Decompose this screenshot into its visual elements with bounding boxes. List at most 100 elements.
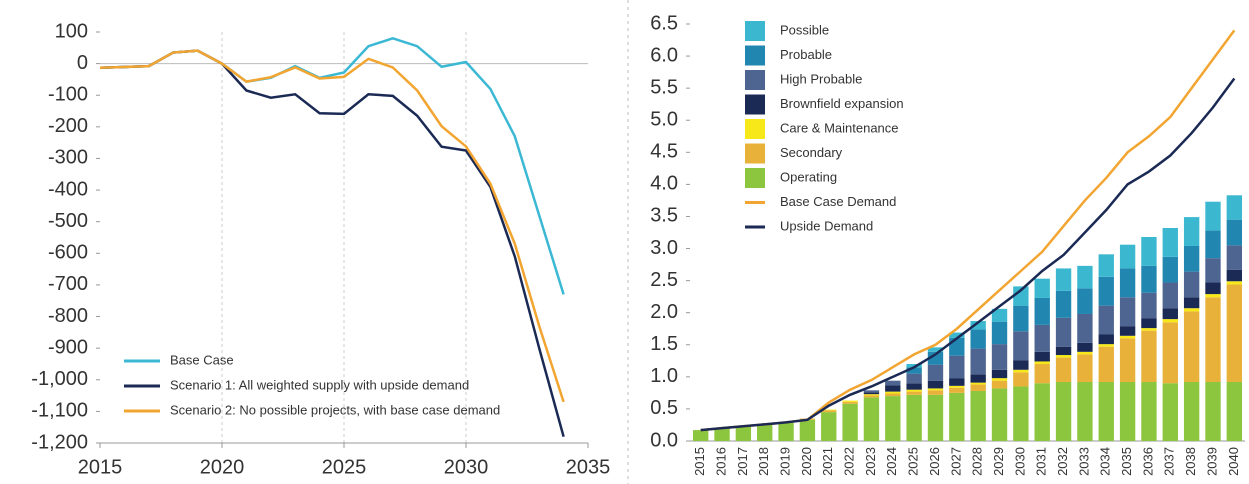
bar-segment [842, 400, 858, 402]
y-tick-label: 5.0 [650, 109, 678, 131]
bar-segment [991, 308, 1008, 322]
bar-segment [927, 394, 944, 441]
bar-segment [1034, 383, 1050, 441]
y-tick-label: 4.0 [650, 173, 678, 195]
bar-segment [1119, 326, 1136, 336]
bar-segment [1077, 354, 1093, 382]
x-tick-label: 2015 [78, 456, 123, 478]
x-tick-label: 2025 [906, 447, 921, 476]
bar-segment [821, 412, 837, 441]
bar-segment [1141, 265, 1157, 293]
bar-segment [970, 348, 986, 375]
y-tick-label: -100 [48, 84, 88, 106]
bar-segment [1098, 344, 1114, 347]
bar-segment [949, 378, 965, 386]
bar-segment [991, 369, 1008, 379]
bar-segment [1034, 278, 1050, 298]
bar-segment [1162, 383, 1178, 441]
x-tick-label: 2035 [566, 456, 611, 478]
bar-segment [1141, 328, 1157, 331]
y-tick-label: 6.0 [650, 44, 678, 66]
bar-segment [970, 384, 986, 391]
bar-segment [991, 378, 1008, 381]
y-tick-label: 100 [55, 20, 88, 42]
y-tick-label: -300 [48, 147, 88, 169]
bar-segment [1205, 294, 1221, 298]
x-tick-label: 2030 [444, 456, 489, 478]
bar-segment [1098, 334, 1114, 345]
bar-segment [1098, 276, 1114, 306]
legend-swatch [745, 45, 765, 66]
bar-segment [927, 364, 944, 381]
y-tick-label: -800 [48, 305, 88, 327]
x-tick-label: 2023 [863, 447, 878, 476]
bar-segment [1162, 322, 1178, 384]
bar-segment [714, 428, 730, 441]
x-tick-label: 2036 [1140, 447, 1155, 476]
y-tick-label: -1,200 [31, 431, 88, 453]
bar-segment [1098, 346, 1114, 382]
y-tick-label: -500 [48, 210, 88, 232]
bar-segment [949, 332, 965, 338]
y-tick-label: -600 [48, 242, 88, 264]
bar-segment [1013, 372, 1029, 387]
y-tick-label: 5.5 [650, 76, 678, 98]
bar-segment [863, 390, 880, 393]
bar-segment [1226, 245, 1243, 270]
y-tick-label: 2.5 [650, 269, 678, 291]
legend-swatch [745, 168, 765, 188]
bar-segment [735, 426, 752, 441]
bar-segment [1162, 228, 1178, 257]
bar-segment [1034, 364, 1050, 384]
x-tick-label: 2016 [713, 447, 728, 476]
bar-segment [1119, 338, 1136, 382]
bar-segment [991, 380, 1008, 389]
bar-segment [991, 344, 1008, 370]
bar-segment [821, 409, 837, 411]
x-tick-label: 2017 [735, 447, 750, 476]
x-tick-label: 2021 [820, 447, 835, 476]
x-tick-label: 2035 [1119, 447, 1134, 476]
bar-segment [1013, 331, 1029, 361]
y-tick-label: 1.5 [650, 333, 678, 355]
bar-segment [1034, 324, 1050, 352]
bar-segment [1183, 217, 1200, 246]
bar-segment [1055, 317, 1072, 347]
bar-segment [927, 380, 944, 389]
bar-segment [949, 337, 965, 356]
bar-segment [1077, 351, 1093, 355]
bar-segment [885, 385, 901, 392]
bar-segment [1183, 381, 1200, 441]
x-tick-label: 2015 [692, 447, 707, 476]
bar-segment [863, 394, 880, 396]
bar-segment [1226, 269, 1243, 282]
line [99, 49, 565, 403]
bar-segment [1055, 268, 1072, 291]
bar-segment [1226, 281, 1243, 285]
bar-segment [1098, 254, 1114, 277]
bar-segment [1055, 355, 1072, 358]
x-tick-label: 2020 [799, 447, 814, 476]
legend-label: Scenario 2: No possible projects, with b… [170, 402, 500, 417]
bar-segment [1205, 201, 1221, 231]
y-tick-label: 0.0 [650, 429, 678, 451]
y-tick-label: 0 [77, 52, 88, 74]
x-tick-label: 2027 [948, 447, 963, 476]
bar-segment [1034, 361, 1050, 365]
bar-segment [1077, 265, 1093, 289]
x-tick-label: 2033 [1076, 447, 1091, 476]
x-tick-label: 2029 [991, 447, 1006, 476]
legend-label: High Probable [780, 71, 862, 86]
bar-segment [1141, 292, 1157, 319]
bar-segment [1098, 305, 1114, 335]
bar-segment [1183, 308, 1200, 312]
bar-segment [863, 395, 880, 398]
bar-segment [949, 385, 965, 388]
legend-label: Operating [780, 169, 837, 184]
bar-segment [906, 373, 922, 384]
bar-segment [1055, 290, 1072, 318]
x-tick-label: 2038 [1183, 447, 1198, 476]
bar-segment [885, 391, 901, 394]
bar-segment [1226, 219, 1243, 246]
